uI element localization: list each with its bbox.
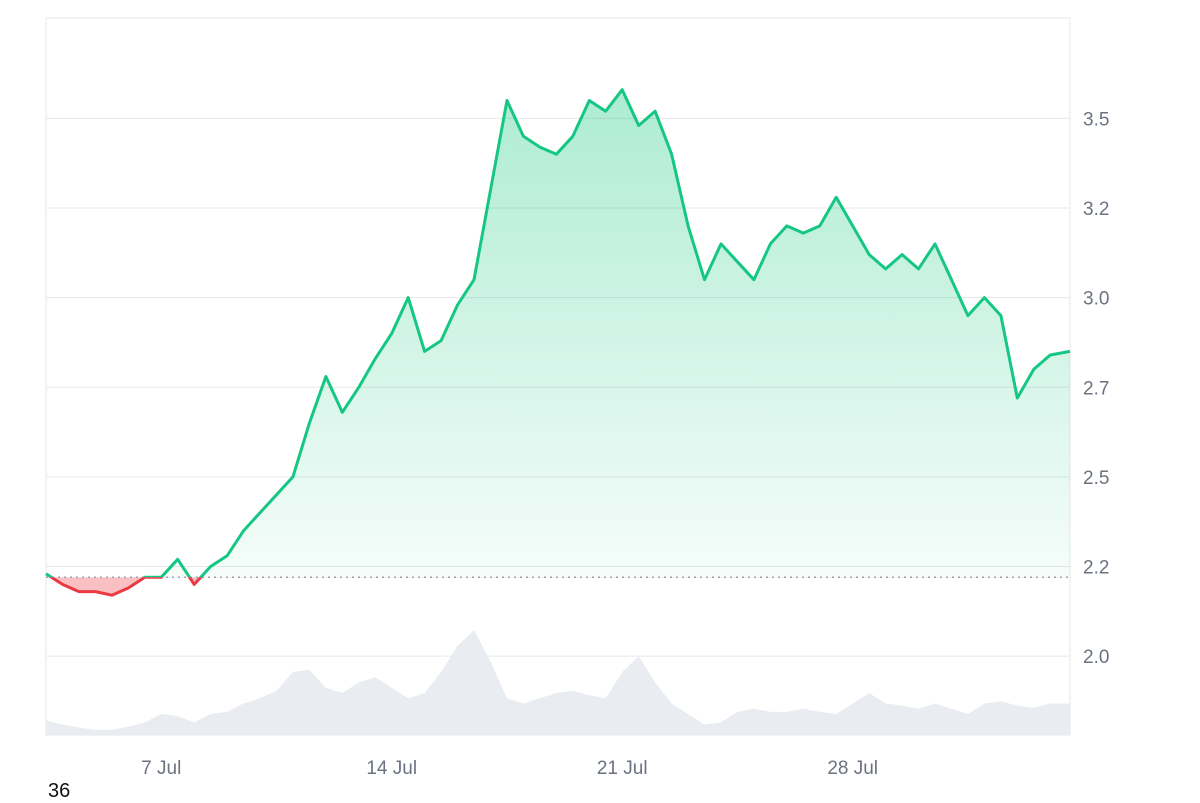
y-tick-label: 3.2 <box>1083 199 1109 220</box>
y-tick-label: 2.5 <box>1083 468 1109 489</box>
x-tick-label: 28 Jul <box>827 758 878 779</box>
y-tick-label: 3.0 <box>1083 289 1109 310</box>
y-axis: 3.5 3.2 3.0 2.7 2.5 2.2 2.0 <box>1083 109 1109 668</box>
x-tick-label: 14 Jul <box>366 758 417 779</box>
y-tick-label: 2.0 <box>1083 647 1109 668</box>
volume-area <box>46 630 1070 735</box>
y-tick-label: 3.5 <box>1083 109 1109 130</box>
fill-above-baseline <box>46 90 1070 596</box>
x-axis: 7 Jul 14 Jul 21 Jul 28 Jul <box>141 758 878 779</box>
x-tick-label: 7 Jul <box>141 758 181 779</box>
price-fill <box>46 90 1070 596</box>
volume-area-shape <box>46 630 1070 735</box>
y-tick-label: 2.7 <box>1083 378 1109 399</box>
x-tick-label: 21 Jul <box>597 758 648 779</box>
y-tick-label: 2.2 <box>1083 558 1109 579</box>
